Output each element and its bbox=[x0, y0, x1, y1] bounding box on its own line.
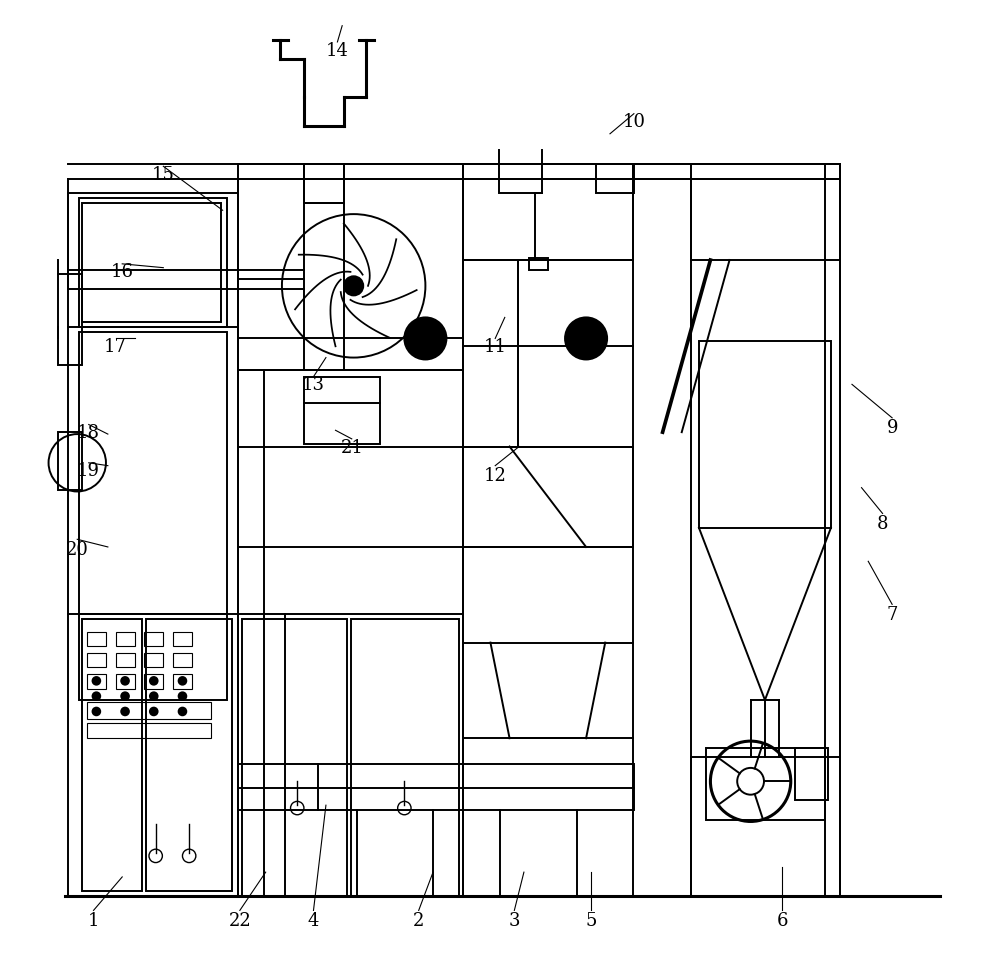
Bar bbox=[87, 675, 106, 689]
Bar bbox=[87, 632, 106, 647]
Bar bbox=[529, 259, 548, 270]
Bar bbox=[238, 180, 463, 371]
Circle shape bbox=[150, 708, 158, 716]
Text: 3: 3 bbox=[509, 911, 520, 929]
Bar bbox=[58, 275, 82, 366]
Text: 8: 8 bbox=[877, 514, 888, 532]
Bar bbox=[146, 619, 232, 892]
Circle shape bbox=[179, 678, 186, 685]
Text: 2: 2 bbox=[413, 911, 424, 929]
Bar bbox=[87, 653, 106, 668]
Circle shape bbox=[93, 693, 100, 701]
Bar bbox=[116, 632, 135, 647]
Bar bbox=[691, 165, 840, 896]
Text: 20: 20 bbox=[66, 540, 89, 558]
Circle shape bbox=[179, 693, 186, 701]
Text: 6: 6 bbox=[776, 911, 788, 929]
Text: 15: 15 bbox=[152, 165, 175, 184]
Bar bbox=[699, 342, 831, 529]
Bar bbox=[144, 653, 163, 668]
Bar bbox=[87, 724, 211, 738]
Text: 7: 7 bbox=[886, 605, 898, 624]
Text: 13: 13 bbox=[302, 376, 325, 394]
Bar bbox=[82, 204, 221, 323]
Circle shape bbox=[121, 678, 129, 685]
Circle shape bbox=[93, 678, 100, 685]
Bar bbox=[116, 675, 135, 689]
Text: 1: 1 bbox=[88, 911, 99, 929]
Text: 18: 18 bbox=[77, 424, 100, 442]
Bar bbox=[463, 165, 633, 260]
Circle shape bbox=[121, 708, 129, 716]
Bar bbox=[795, 748, 828, 801]
Bar bbox=[499, 165, 542, 194]
Bar bbox=[144, 632, 163, 647]
Bar bbox=[318, 764, 634, 810]
Text: 21: 21 bbox=[340, 438, 363, 456]
Bar bbox=[173, 653, 192, 668]
Text: 10: 10 bbox=[622, 113, 645, 132]
Bar bbox=[304, 378, 380, 444]
Text: 17: 17 bbox=[104, 337, 127, 356]
Circle shape bbox=[565, 318, 607, 360]
Bar bbox=[116, 653, 135, 668]
Bar bbox=[238, 165, 463, 896]
Circle shape bbox=[404, 318, 446, 360]
Text: 14: 14 bbox=[326, 41, 349, 60]
Bar bbox=[58, 432, 82, 490]
Text: 12: 12 bbox=[484, 467, 507, 484]
Bar bbox=[79, 614, 227, 701]
Bar bbox=[144, 675, 163, 689]
Bar bbox=[173, 675, 192, 689]
Bar bbox=[79, 199, 227, 328]
Bar bbox=[691, 180, 840, 260]
Bar bbox=[463, 260, 518, 447]
Circle shape bbox=[179, 708, 186, 716]
Circle shape bbox=[121, 693, 129, 701]
Text: 5: 5 bbox=[585, 911, 597, 929]
Bar bbox=[79, 333, 227, 614]
Text: 4: 4 bbox=[308, 911, 319, 929]
Text: 11: 11 bbox=[484, 337, 507, 356]
Text: 16: 16 bbox=[111, 263, 134, 282]
Bar bbox=[242, 619, 347, 896]
Bar bbox=[463, 165, 633, 896]
Bar bbox=[173, 632, 192, 647]
Bar bbox=[82, 619, 142, 892]
Bar bbox=[351, 619, 459, 896]
Bar bbox=[68, 194, 238, 896]
Text: 19: 19 bbox=[77, 462, 100, 480]
Bar bbox=[304, 165, 344, 204]
Bar bbox=[87, 702, 211, 720]
Text: 9: 9 bbox=[886, 419, 898, 437]
Circle shape bbox=[344, 277, 363, 296]
Circle shape bbox=[93, 708, 100, 716]
Bar bbox=[691, 757, 840, 896]
Bar bbox=[706, 748, 825, 820]
Circle shape bbox=[150, 678, 158, 685]
Bar bbox=[596, 165, 634, 194]
Circle shape bbox=[150, 693, 158, 701]
Bar bbox=[463, 447, 633, 548]
Text: 22: 22 bbox=[228, 911, 251, 929]
Bar bbox=[304, 204, 344, 371]
